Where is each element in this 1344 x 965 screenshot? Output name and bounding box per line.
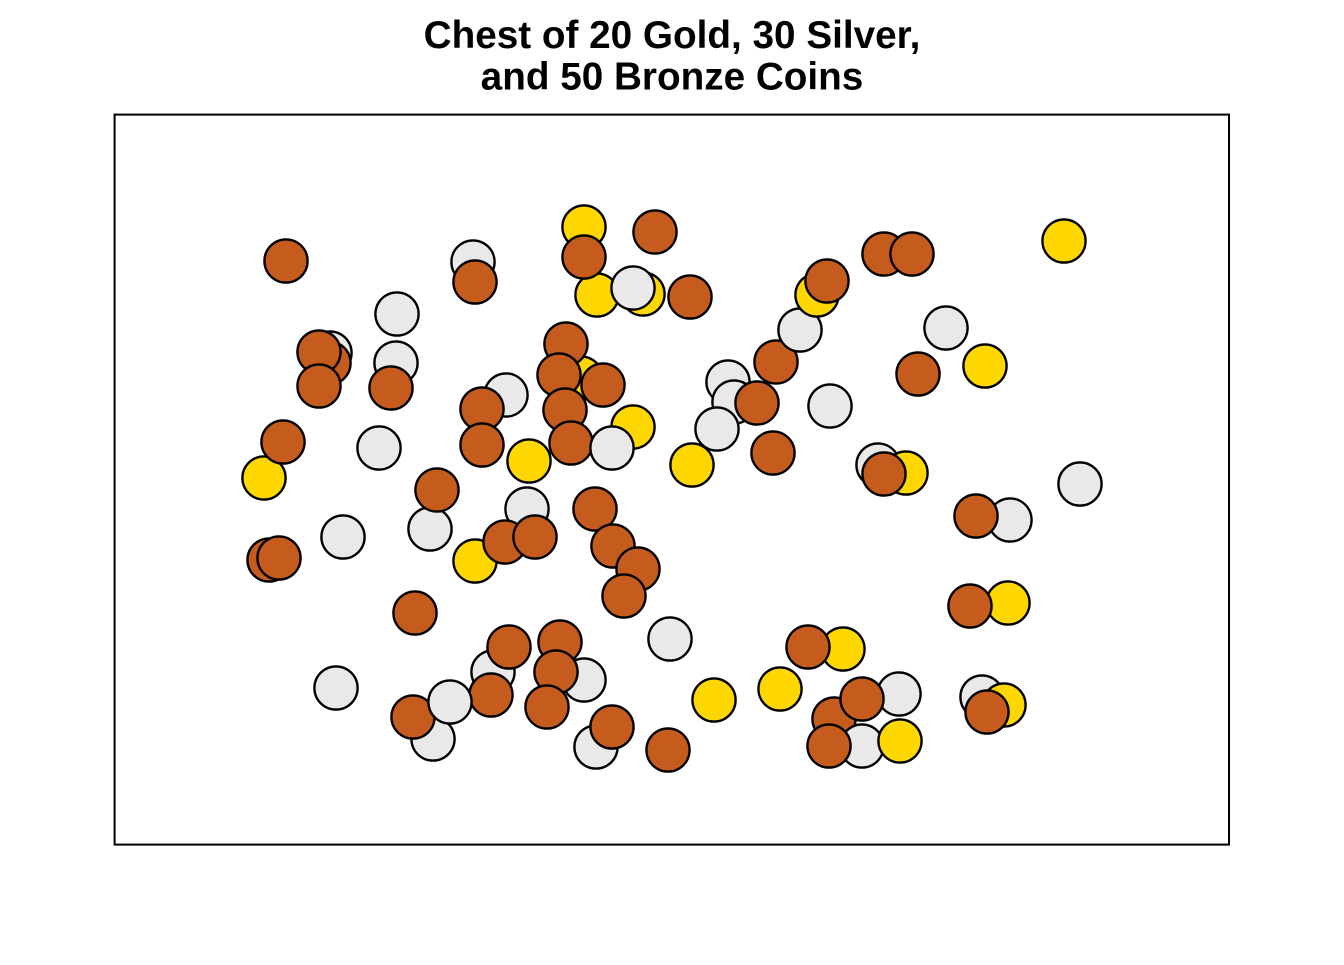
svg-text:Chest of 20 Gold, 30 Silver,: Chest of 20 Gold, 30 Silver, xyxy=(424,14,921,57)
svg-text:and 50 Bronze Coins: and 50 Bronze Coins xyxy=(481,56,864,99)
